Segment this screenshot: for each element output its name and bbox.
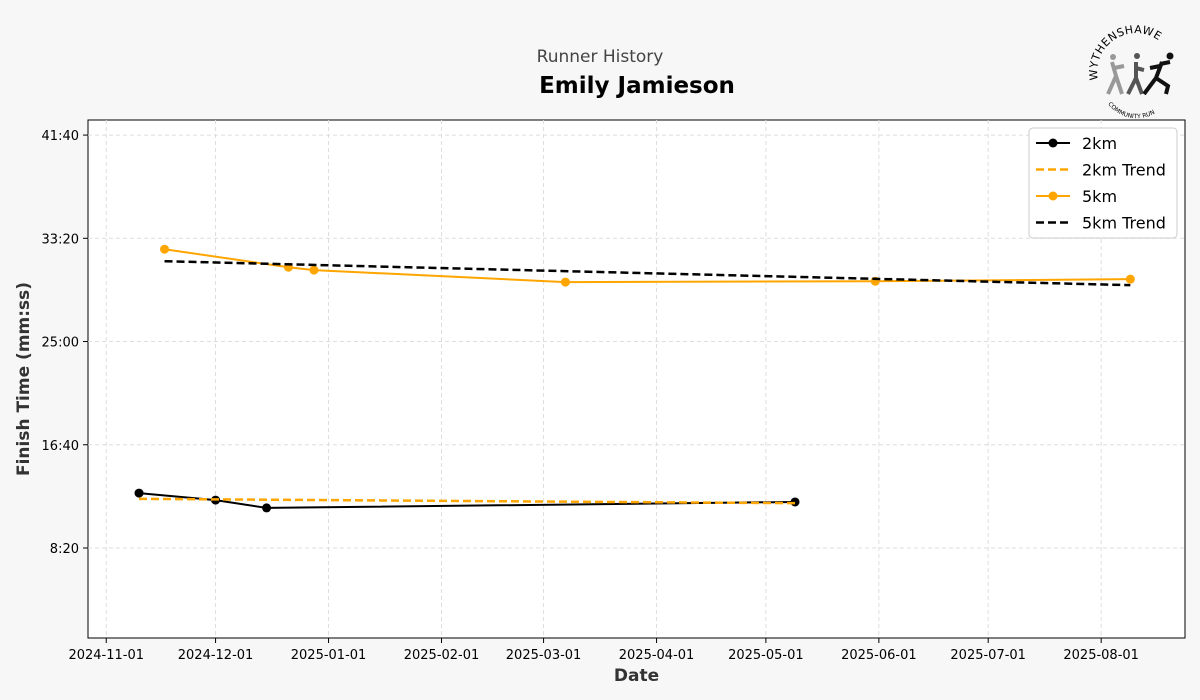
data-point [560, 277, 570, 287]
x-tick-label: 2024-11-01 [68, 648, 144, 663]
plot-area [87, 119, 1186, 639]
title-text: Emily Jamieson [539, 73, 735, 99]
data-point [134, 488, 144, 498]
legend-box [1028, 127, 1178, 239]
data-point [262, 503, 272, 513]
y-tick-label: 8:20 [50, 542, 79, 557]
y-axis-label: Finish Time (mm:ss) [14, 282, 34, 476]
y-tick-label: 16:40 [42, 439, 79, 454]
legend-marker [1048, 191, 1058, 201]
x-tick-label: 2025-08-01 [1063, 648, 1139, 663]
x-tick-label: 2025-06-01 [841, 648, 917, 663]
legend-label: 2km Trend [1082, 161, 1166, 180]
y-tick-label: 33:20 [42, 232, 79, 247]
legend-label: 5km [1082, 187, 1117, 206]
data-point [309, 265, 319, 275]
chart-title: Emily Jamieson [37, 73, 1200, 99]
legend-label: 2km [1082, 134, 1117, 153]
series-line-2km-trend [139, 497, 796, 505]
y-tick-label: 25:00 [42, 336, 79, 351]
series-line-5km-trend [164, 259, 1131, 287]
wythenshawe-logo: WYTHENSHAWE COMMUNITY RUN [1087, 24, 1174, 120]
x-tick-label: 2025-02-01 [404, 648, 480, 663]
x-tick-label: 2025-01-01 [291, 648, 367, 663]
series-line-2km [138, 492, 796, 509]
svg-text:COMMUNITY RUN: COMMUNITY RUN [1106, 101, 1156, 120]
x-tick-label: 2025-05-01 [728, 648, 804, 663]
x-tick-label: 2025-03-01 [506, 648, 582, 663]
x-tick-label: 2024-12-01 [178, 648, 254, 663]
legend-label: 5km Trend [1082, 214, 1166, 233]
x-tick-label: 2025-04-01 [619, 648, 695, 663]
x-axis-label: Date [614, 666, 659, 686]
y-tick-label: 41:40 [42, 129, 79, 144]
svg-text:WYTHENSHAWE: WYTHENSHAWE [1087, 24, 1164, 81]
legend-marker [1048, 138, 1058, 148]
data-point [1125, 274, 1135, 284]
x-tick-label: 2025-07-01 [950, 648, 1026, 663]
data-point [160, 244, 170, 254]
chart-subtitle: Runner History [0, 47, 1200, 67]
subtitle-text: Runner History [536, 47, 664, 67]
